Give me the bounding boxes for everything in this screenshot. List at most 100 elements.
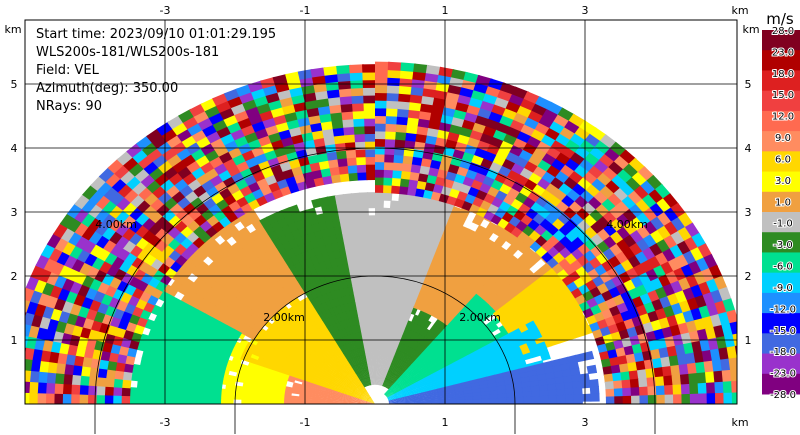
- velocity-cell: [419, 336, 428, 346]
- velocity-cell: [522, 391, 533, 398]
- velocity-cell: [121, 386, 131, 397]
- velocity-cell: [352, 332, 359, 342]
- velocity-cell: [418, 110, 433, 121]
- velocity-cell: [215, 339, 227, 349]
- velocity-cell: [443, 345, 454, 354]
- velocity-cell: [391, 254, 399, 264]
- velocity-cell: [230, 102, 248, 116]
- velocity-cell: [295, 148, 310, 160]
- velocity-cell: [345, 351, 352, 360]
- velocity-cell: [324, 373, 334, 380]
- velocity-cell: [284, 308, 295, 319]
- velocity-cell: [329, 298, 337, 308]
- velocity-cell: [482, 365, 494, 373]
- velocity-cell: [704, 371, 716, 385]
- velocity-cell: [25, 322, 32, 337]
- velocity-cell: [280, 323, 291, 333]
- velocity-cell: [378, 368, 381, 378]
- velocity-cell: [544, 366, 555, 375]
- velocity-cell: [247, 80, 265, 93]
- velocity-cell: [308, 311, 318, 322]
- velocity-cell: [443, 316, 454, 326]
- velocity-cell: [300, 384, 311, 390]
- velocity-cell: [405, 132, 419, 142]
- velocity-cell: [349, 64, 365, 74]
- velocity-cell: [375, 161, 386, 170]
- colorbar-label: 15.0: [772, 90, 794, 101]
- velocity-cell: [212, 387, 222, 395]
- velocity-cell: [670, 364, 681, 377]
- velocity-cell: [432, 265, 443, 276]
- velocity-cell: [365, 276, 372, 286]
- velocity-cell: [405, 397, 415, 400]
- velocity-cell: [602, 333, 615, 345]
- velocity-cell: [265, 327, 277, 337]
- velocity-cell: [248, 357, 259, 365]
- velocity-cell: [403, 391, 414, 396]
- x-tick-label-top: 3: [582, 4, 589, 17]
- velocity-cell: [443, 288, 454, 298]
- y-tick-label-right: 4: [745, 142, 752, 155]
- velocity-cell: [354, 364, 360, 373]
- velocity-cell: [329, 356, 338, 365]
- velocity-cell: [620, 371, 631, 382]
- velocity-cell: [350, 277, 358, 287]
- velocity-cell: [251, 349, 263, 358]
- velocity-cell: [388, 339, 393, 349]
- velocity-cell: [638, 386, 649, 397]
- velocity-cell: [416, 301, 425, 311]
- velocity-cell: [502, 348, 514, 357]
- velocity-cell: [340, 379, 349, 386]
- velocity-cell: [431, 290, 441, 301]
- velocity-cell: [240, 354, 251, 362]
- velocity-cell: [538, 379, 549, 387]
- velocity-cell: [353, 261, 361, 271]
- velocity-cell: [393, 357, 400, 367]
- velocity-cell: [375, 115, 388, 124]
- velocity-cell: [359, 346, 364, 356]
- velocity-cell: [344, 365, 352, 373]
- velocity-cell: [375, 376, 378, 385]
- velocity-cell: [622, 395, 632, 404]
- velocity-cell: [336, 329, 343, 339]
- y-tick-label-right: 2: [745, 270, 752, 283]
- velocity-cell: [353, 125, 367, 135]
- velocity-cell: [264, 308, 275, 319]
- velocity-cell: [223, 88, 241, 102]
- velocity-cell: [424, 360, 434, 368]
- velocity-cell: [362, 392, 370, 399]
- colorbar-label: -18.0: [770, 347, 796, 358]
- velocity-cell: [298, 328, 308, 338]
- velocity-cell: [413, 397, 423, 400]
- velocity-cell: [101, 340, 114, 353]
- velocity-cell: [325, 390, 335, 395]
- plot-area: [25, 61, 737, 404]
- velocity-cell: [680, 383, 691, 396]
- velocity-cell: [353, 118, 366, 127]
- velocity-cell: [572, 327, 584, 339]
- velocity-cell: [186, 391, 197, 399]
- velocity-cell: [480, 387, 490, 393]
- velocity-cell: [360, 383, 367, 392]
- velocity-cell: [265, 342, 276, 351]
- velocity-cell: [363, 102, 377, 112]
- velocity-cell: [291, 390, 301, 395]
- velocity-cell: [363, 378, 368, 387]
- velocity-cell: [724, 334, 736, 350]
- velocity-cell: [421, 394, 432, 398]
- velocity-cell: [427, 263, 437, 274]
- velocity-cell: [347, 373, 355, 381]
- velocity-cell: [470, 340, 481, 349]
- velocity-cell: [344, 247, 354, 257]
- velocity-cell: [380, 253, 388, 263]
- velocity-cell: [370, 376, 373, 385]
- velocity-cell: [357, 292, 364, 302]
- velocity-cell: [365, 164, 377, 173]
- velocity-cell: [416, 292, 425, 303]
- velocity-cell: [452, 343, 462, 352]
- velocity-cell: [400, 302, 408, 312]
- velocity-cell: [386, 371, 393, 380]
- velocity-cell: [325, 371, 335, 379]
- velocity-cell: [321, 309, 330, 320]
- velocity-cell: [343, 391, 353, 396]
